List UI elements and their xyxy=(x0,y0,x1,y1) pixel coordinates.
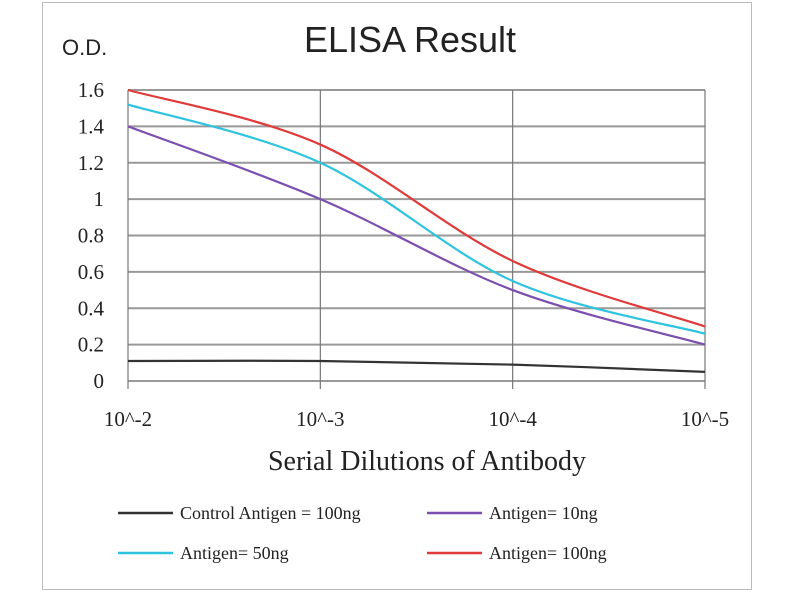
series-line xyxy=(127,103,706,335)
x-tick-label: 10^-4 xyxy=(488,407,537,431)
y-tick-label: 0.4 xyxy=(78,296,105,320)
x-axis-label: Serial Dilutions of Antibody xyxy=(268,446,586,477)
legend-label: Antigen= 10ng xyxy=(489,503,598,523)
series-line xyxy=(127,88,706,328)
y-tick-label: 0.8 xyxy=(78,224,104,248)
y-tick-label: 0.2 xyxy=(78,333,104,357)
y-axis-label: O.D. xyxy=(62,35,107,60)
legend-label: Antigen= 50ng xyxy=(180,543,289,563)
legend-label: Control Antigen = 100ng xyxy=(180,503,361,523)
y-tick-label: 1.4 xyxy=(78,114,105,138)
x-tick-label: 10^-5 xyxy=(681,407,729,431)
x-tick-label: 10^-3 xyxy=(296,407,344,431)
y-tick-label: 1.2 xyxy=(78,151,104,175)
series-line xyxy=(127,125,706,346)
y-tick-label: 1 xyxy=(94,187,105,211)
y-tick-label: 1.6 xyxy=(78,78,104,102)
legend-label: Antigen= 100ng xyxy=(489,543,607,563)
y-tick-label: 0 xyxy=(94,369,105,393)
series-line xyxy=(127,359,706,374)
y-tick-label: 0.6 xyxy=(78,260,104,284)
x-tick-label: 10^-2 xyxy=(104,407,152,431)
chart-frame xyxy=(42,2,752,590)
chart-title: ELISA Result xyxy=(304,19,516,60)
